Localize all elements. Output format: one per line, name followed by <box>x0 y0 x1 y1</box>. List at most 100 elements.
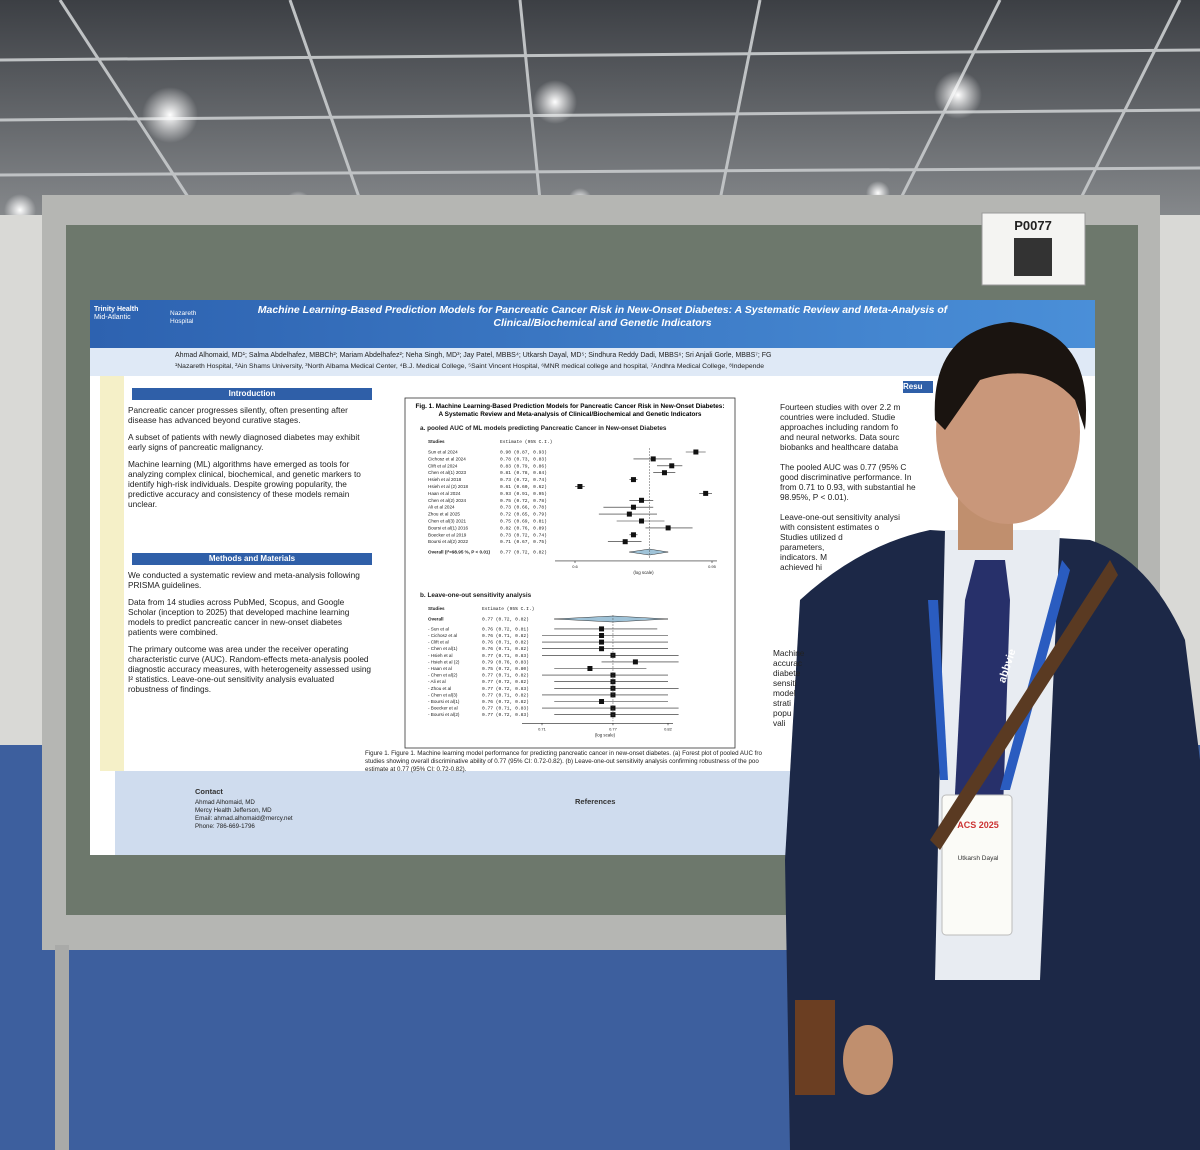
column-header: Studies <box>428 606 445 611</box>
estimate-square <box>639 518 645 524</box>
estimate-label: 0.76 (0.72, 0.82) <box>482 699 529 705</box>
estimate-label: 0.75 (0.72, 0.80) <box>482 666 529 672</box>
logo-hospital: Nazareth Hospital <box>170 310 197 325</box>
conclusion-line: popu <box>773 708 792 718</box>
estimate-label: 0.73 (0.72, 0.74) <box>500 532 547 538</box>
conclusion-line: vali <box>773 718 786 728</box>
estimate-square <box>630 532 636 538</box>
paragraph: Machine learning (ML) algorithms have em… <box>128 459 361 509</box>
study-name: Hsieh et al (2) 2018 <box>428 484 469 489</box>
study-name: - Zhou et al <box>428 686 451 691</box>
caption-line: estimate at 0.77 (95% CI: 0.72-0.82). <box>365 766 467 773</box>
conclusion-line: sensiti <box>773 678 797 688</box>
estimate-square <box>599 699 605 704</box>
study-name: Clift et al 2024 <box>428 463 458 468</box>
estimate-label: 0.82 (0.76, 0.89) <box>500 525 547 531</box>
logo: Trinity Health Mid-Atlantic <box>94 306 164 322</box>
study-name: - Chen et al(3) <box>428 692 458 697</box>
study-name: Overall (I²=98.95 %, P < 0.01) <box>428 550 490 555</box>
contact-line: Mercy Health Jefferson, MD <box>195 807 272 814</box>
results-line: Studies utilized d <box>780 532 843 542</box>
logo-region: Mid-Atlantic <box>94 314 131 321</box>
x-tick-label: 0.82 <box>664 726 673 731</box>
results-line: Leave-one-out sensitivity analysi <box>780 512 900 522</box>
study-name: - Cichosz et al <box>428 633 457 638</box>
study-name: - Sun et al <box>428 626 449 631</box>
estimate-label: 0.71 (0.67, 0.75) <box>500 539 547 545</box>
results-line: from 0.71 to 0.93, with substantial he <box>780 482 916 492</box>
contact: Ahmad Alhomaid, MD Mercy Health Jefferson… <box>195 799 293 831</box>
x-tick-label: 0.6 <box>572 564 578 569</box>
estimate-label: 0.81 (0.78, 0.84) <box>500 470 547 476</box>
estimate-square <box>599 633 605 638</box>
estimate-square <box>599 626 605 632</box>
badge-event: ACS 2025 <box>957 820 999 830</box>
estimate-square <box>630 504 636 510</box>
contact-heading: Contact <box>195 787 223 796</box>
estimate-label: 0.75 (0.72, 0.78) <box>500 498 547 504</box>
results-line: The pooled AUC was 0.77 (95% C <box>780 462 907 472</box>
study-name: Chen et al(2) 2024 <box>428 498 466 503</box>
estimate-label: 0.75 (0.69, 0.81) <box>500 519 547 525</box>
x-tick-label: 0.71 <box>538 726 547 731</box>
poster-stripe <box>100 376 124 771</box>
estimate-square <box>650 456 656 462</box>
conclusion-line: model <box>773 688 796 698</box>
study-name: - Boecker et al <box>428 706 458 711</box>
estimate-label: 0.77 (0.72, 0.83) <box>482 686 529 692</box>
paragraph: A subset of patients with newly diagnose… <box>128 432 360 452</box>
study-name: Sun et al 2024 <box>428 450 458 455</box>
study-name: Chen et al(1) 2023 <box>428 470 466 475</box>
study-name: - Chen et al(2) <box>428 673 458 678</box>
estimate-label: 0.76 (0.71, 0.82) <box>482 633 529 639</box>
study-name: - Hsieh et al <box>428 653 453 658</box>
board-leg <box>55 945 69 1150</box>
estimate-square <box>622 539 628 545</box>
study-name: Boursi et al(2) 2022 <box>428 539 469 544</box>
results-line: indicators. M <box>780 552 828 562</box>
section-heading: Methods and Materials <box>132 553 372 565</box>
contact-line: Phone: 786-669-1796 <box>195 823 255 830</box>
results-line: Fourteen studies with over 2.2 m <box>780 402 901 412</box>
estimate-label: 0.73 (0.66, 0.78) <box>500 505 547 511</box>
estimate-square <box>703 490 709 496</box>
results-line: with consistent estimates o <box>780 522 880 532</box>
estimate-square <box>632 659 638 665</box>
study-name: - Ali et al <box>428 679 446 684</box>
estimate-square <box>599 639 605 645</box>
overall-diamond <box>554 615 669 623</box>
results: Fourteen studies with over 2.2 m countrie… <box>780 402 916 572</box>
overall-diamond <box>629 548 669 556</box>
estimate-label: 0.72 (0.65, 0.79) <box>500 512 547 518</box>
estimate-label: 0.73 (0.72, 0.74) <box>500 477 547 483</box>
estimate-label: 0.79 (0.76, 0.83) <box>482 659 529 665</box>
figure-caption: Figure 1. Figure 1. Machine learning mod… <box>365 750 785 774</box>
results-line: achieved hi <box>780 562 822 572</box>
caption-line: studies showing overall discriminative a… <box>365 758 759 765</box>
paragraph: Pancreatic cancer progresses silently, o… <box>128 405 348 425</box>
estimate-label: 0.76 (0.71, 0.82) <box>482 646 529 652</box>
estimate-label: 0.77 (0.71, 0.83) <box>482 706 529 712</box>
study-name: - Hsieh et al (2) <box>428 659 460 664</box>
results-line: 98.95%, P < 0.01). <box>780 492 849 502</box>
poster-affiliations: ¹Nazareth Hospital, ²Ain Shams Universit… <box>175 363 764 370</box>
estimate-square <box>669 463 675 469</box>
study-name: - Chen et al(1) <box>428 646 458 651</box>
caption-line: Figure 1. Figure 1. Machine learning mod… <box>365 750 762 757</box>
study-name: Hsieh et al 2018 <box>428 477 462 482</box>
study-name: Zhou et al 2025 <box>428 512 460 517</box>
estimate-label: 0.76 (0.71, 0.82) <box>482 640 529 646</box>
study-name: Cichosz et al 2024 <box>428 456 466 461</box>
conclusion-line: Machine <box>773 648 805 658</box>
logo-org: Trinity Health <box>94 306 139 313</box>
results-line: and neural networks. Data sourc <box>780 432 900 442</box>
study-name: - Boursi et al(2) <box>428 712 460 717</box>
qr-code <box>1014 238 1052 276</box>
results-line: countries were included. Studie <box>780 412 896 422</box>
person <box>785 322 1200 1150</box>
x-axis-label: (log scale) <box>633 570 654 575</box>
estimate-square <box>693 449 699 455</box>
estimate-square <box>630 477 636 483</box>
